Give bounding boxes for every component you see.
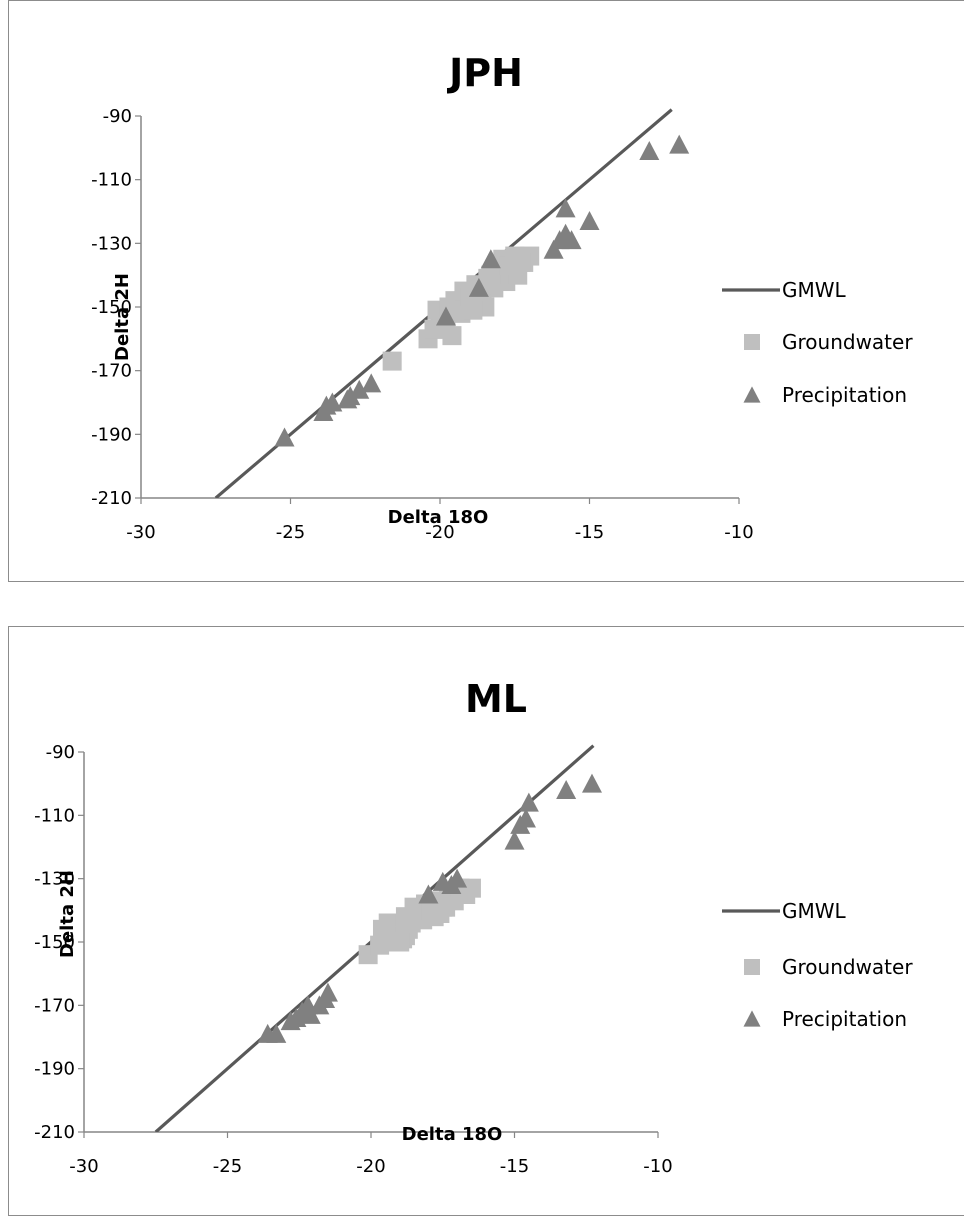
y-tick-label: -90 [103,106,132,127]
precipitation-point [581,773,602,793]
x-tick-label: -30 [69,1156,98,1177]
chart-title: ML [465,677,527,721]
precipitation-point [447,868,468,888]
precipitation-point [274,427,295,447]
y-tick-label: -110 [91,170,132,191]
groundwater-point [382,351,402,371]
legend-label-precipitation: Precipitation [782,1007,907,1031]
y-tick-label: -130 [91,233,132,254]
precipitation-point [316,395,337,415]
precipitation-point [480,249,501,269]
precipitation-point [418,884,439,904]
legend-swatch-groundwater [744,334,760,350]
y-tick-label: -170 [34,995,75,1016]
x-tick-label: -25 [213,1156,242,1177]
y-tick-label: -90 [46,742,75,763]
precipitation-point [317,982,338,1002]
legend-label-groundwater: Groundwater [782,330,913,354]
legend-swatch-precipitation [743,1010,761,1027]
legend-swatch-groundwater [744,959,760,975]
precipitation-point [337,389,358,409]
precipitation-point [579,211,600,231]
x-axis-label: Delta 18O [388,507,489,528]
precipitation-point [555,198,576,218]
y-tick-label: -110 [34,805,75,826]
x-tick-label: -15 [500,1156,529,1177]
legend-label-gmwl: GMWL [782,899,847,923]
y-tick-label: -150 [91,297,132,318]
groundwater-point [442,326,462,346]
precipitation-point [504,830,525,850]
x-axis-label: Delta 18O [402,1124,503,1145]
groundwater-point [390,932,410,952]
precipitation-point [349,379,370,399]
precipitation-point [518,792,539,812]
y-axis-label: Delta 2H [57,870,78,958]
x-tick-label: -20 [425,522,454,543]
y-tick-label: -190 [34,1059,75,1080]
x-tick-label: -10 [724,522,753,543]
legend-label-groundwater: Groundwater [782,955,913,979]
precipitation-point [266,1023,287,1043]
groundwater-point [436,897,456,917]
precipitation-point [297,995,318,1015]
legend-label-precipitation: Precipitation [782,383,907,407]
y-tick-label: -130 [34,869,75,890]
groundwater-point [461,878,481,898]
precipitation-point [669,134,690,154]
x-tick-label: -30 [126,522,155,543]
y-tick-label: -170 [91,361,132,382]
precipitation-point [639,141,660,161]
precipitation-point [561,230,582,250]
x-tick-label: -20 [356,1156,385,1177]
x-tick-label: -10 [643,1156,672,1177]
precipitation-point [361,373,382,393]
chart-frame-jph [8,0,964,582]
x-tick-label: -15 [575,522,604,543]
legend-label-gmwl: GMWL [782,278,847,302]
y-tick-label: -150 [34,932,75,953]
precipitation-point [435,306,456,326]
x-tick-label: -25 [276,522,305,543]
precipitation-point [543,239,564,259]
y-axis-label: Delta 2H [112,273,133,361]
precipitation-point [286,1008,307,1027]
y-tick-label: -190 [91,424,132,445]
groundwater-point [511,252,531,272]
y-tick-label: -210 [91,488,132,509]
groundwater-point [463,300,483,320]
legend-swatch-precipitation [743,386,761,403]
precipitation-point [468,277,489,297]
precipitation-point [556,780,577,799]
y-tick-label: -210 [34,1122,75,1143]
precipitation-point [515,808,536,828]
chart-title: JPH [446,51,523,95]
